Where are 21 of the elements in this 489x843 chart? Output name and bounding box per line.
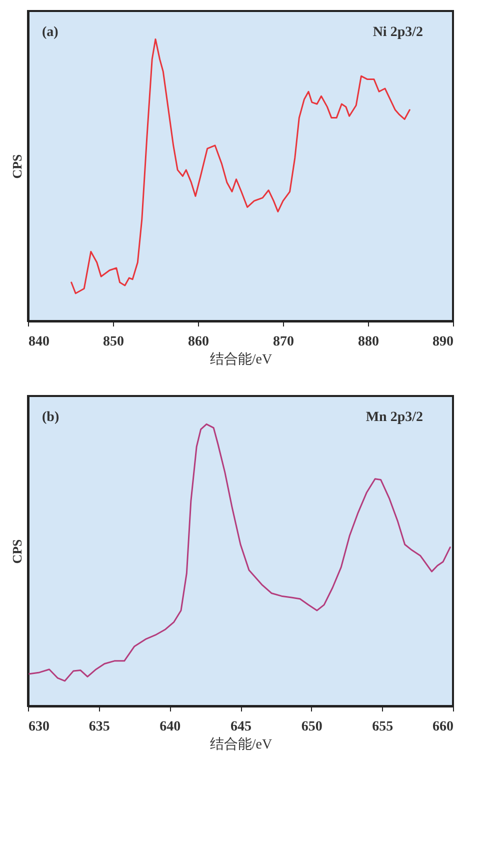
annotation: (b) — [42, 410, 60, 425]
x-tick-label: 860 — [188, 334, 209, 350]
y-axis-title: CPS — [10, 154, 24, 179]
x-tick-label: 850 — [103, 334, 124, 350]
annotation: Ni 2p3/2 — [372, 25, 423, 40]
x-tick-label: 880 — [358, 334, 379, 350]
annotation: (a) — [42, 25, 59, 40]
x-tick-label: 655 — [372, 720, 394, 734]
x-tick-label: 870 — [273, 334, 294, 350]
x-tick-label: 650 — [301, 720, 322, 734]
y-axis-title: CPS — [10, 539, 24, 564]
x-tick-label: 635 — [88, 720, 110, 734]
x-tick-label: 630 — [28, 720, 50, 734]
annotation: Mn 2p3/2 — [366, 410, 423, 425]
x-tick-label: 660 — [432, 720, 454, 734]
x-tick-label: 640 — [160, 720, 181, 734]
x-tick-label: 890 — [432, 334, 454, 350]
x-tick-label: 840 — [28, 334, 50, 350]
x-tick-label: 645 — [230, 720, 252, 734]
x-axis-title: 结合能/eV — [210, 352, 272, 368]
x-axis-title: 结合能/eV — [210, 736, 272, 752]
